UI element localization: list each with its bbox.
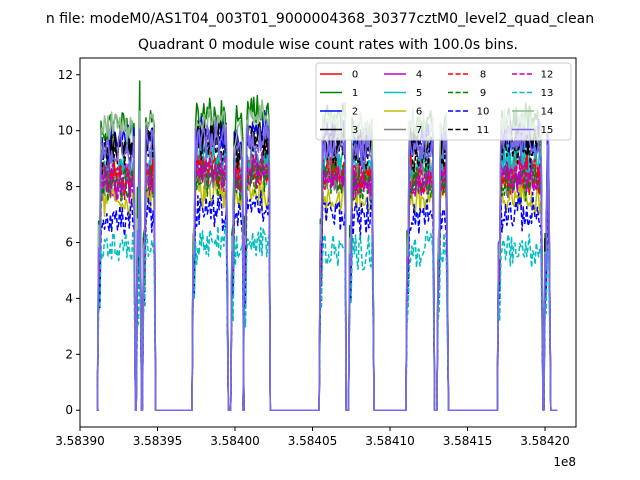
- x-tick-label: 3.58405: [288, 434, 338, 448]
- series-line-7: [96, 151, 558, 411]
- series-line-11: [96, 127, 558, 411]
- y-tick-label: 6: [65, 236, 73, 250]
- x-axis: 3.58390 3.58395 3.58400 3.58405 3.58410 3.584…: [55, 427, 570, 448]
- series-line-9: [96, 157, 558, 411]
- x-tick-label: 3.58395: [133, 434, 183, 448]
- y-tick-label: 2: [65, 347, 73, 361]
- legend-label-14: 14: [541, 107, 554, 118]
- series-line-13: [96, 223, 558, 411]
- y-tick-label: 8: [65, 180, 73, 194]
- series-layer: [96, 80, 558, 411]
- x-tick-label: 3.58400: [210, 434, 260, 448]
- x-tick-label: 3.58415: [443, 434, 493, 448]
- legend-label-2: 2: [352, 107, 358, 118]
- x-tick-label: 3.58390: [55, 434, 105, 448]
- x-axis-offset-label: 1e8: [553, 455, 576, 469]
- legend-label-4: 4: [416, 70, 422, 81]
- legend-label-9: 9: [480, 88, 486, 99]
- legend-label-15: 15: [541, 125, 554, 136]
- legend-label-11: 11: [477, 125, 490, 136]
- x-tick-label: 3.58420: [520, 434, 570, 448]
- y-tick-label: 10: [58, 124, 73, 138]
- legend-label-8: 8: [480, 70, 486, 81]
- y-tick-label: 4: [65, 291, 73, 305]
- legend-label-7: 7: [416, 125, 422, 136]
- y-tick-label: 12: [58, 68, 73, 82]
- x-tick-label: 3.58410: [365, 434, 415, 448]
- legend-label-1: 1: [352, 88, 358, 99]
- series-line-8: [96, 152, 558, 411]
- chart-suptitle: n file: modeM0/AS1T04_003T01_9000004368_…: [46, 11, 594, 27]
- chart-title: Quadrant 0 module wise count rates with …: [138, 37, 518, 53]
- legend-label-12: 12: [541, 70, 554, 81]
- series-line-12: [96, 150, 558, 411]
- y-tick-label: 0: [65, 403, 73, 417]
- legend-label-13: 13: [541, 88, 554, 99]
- legend-label-5: 5: [416, 88, 422, 99]
- legend-frame: [315, 62, 572, 141]
- legend-label-3: 3: [352, 125, 358, 136]
- y-axis: 0 2 4 6 8 10 12: [58, 68, 80, 417]
- series-line-10: [96, 190, 558, 411]
- legend-label-10: 10: [477, 107, 490, 118]
- legend-label-0: 0: [352, 70, 358, 81]
- legend-label-6: 6: [416, 107, 422, 118]
